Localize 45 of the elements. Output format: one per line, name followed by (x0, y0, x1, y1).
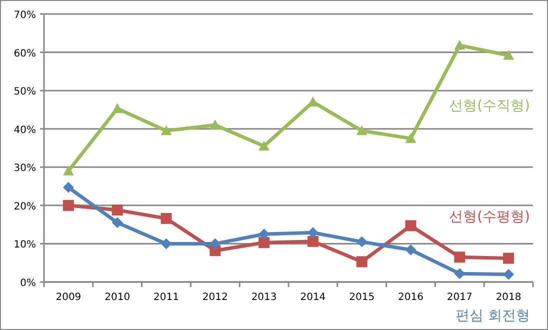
point (307, 236, 318, 247)
point (62, 165, 74, 176)
y-tick-label: 60% (14, 48, 36, 60)
point (62, 182, 74, 193)
point (258, 140, 270, 150)
y-tick-label: 50% (14, 86, 36, 98)
point (503, 268, 514, 280)
y-tick-label: 40% (14, 124, 36, 136)
point (160, 212, 172, 224)
point (112, 204, 123, 216)
x-tick-label: 2011 (154, 292, 179, 303)
y-tick-label: 20% (14, 201, 36, 212)
series-label: 선형(수평형) (449, 209, 530, 226)
x-tick-label: 2017 (446, 292, 472, 303)
point (454, 252, 466, 263)
x-tick-label: 2014 (300, 292, 326, 303)
point (356, 236, 368, 248)
y-tick-label: 30% (14, 163, 36, 174)
series-label: 선형(수직형) (449, 98, 530, 114)
x-tick-label: 2012 (202, 292, 228, 303)
point (503, 50, 514, 60)
y-tick-label: 0% (20, 278, 36, 289)
point (405, 132, 416, 143)
point (405, 244, 416, 256)
y-tick-label: 10% (14, 240, 36, 251)
x-tick-label: 2016 (398, 292, 424, 303)
point (160, 125, 172, 136)
text: 편심 회전형 (456, 308, 530, 324)
point (258, 237, 270, 248)
point (454, 40, 466, 50)
y-tick-label: 70% (14, 10, 36, 21)
point (210, 120, 221, 130)
point (112, 103, 123, 113)
x-tick-label: 2018 (496, 292, 522, 303)
point (356, 256, 368, 268)
point (258, 228, 270, 240)
point (405, 220, 416, 232)
point (112, 217, 123, 228)
point (356, 125, 368, 136)
x-tick-label: 2013 (251, 292, 277, 303)
x-tick-label: 2010 (104, 292, 130, 303)
point (503, 252, 514, 264)
point (62, 200, 74, 211)
x-tick-label: 2015 (349, 292, 375, 303)
x-tick-label: 2009 (56, 292, 82, 303)
